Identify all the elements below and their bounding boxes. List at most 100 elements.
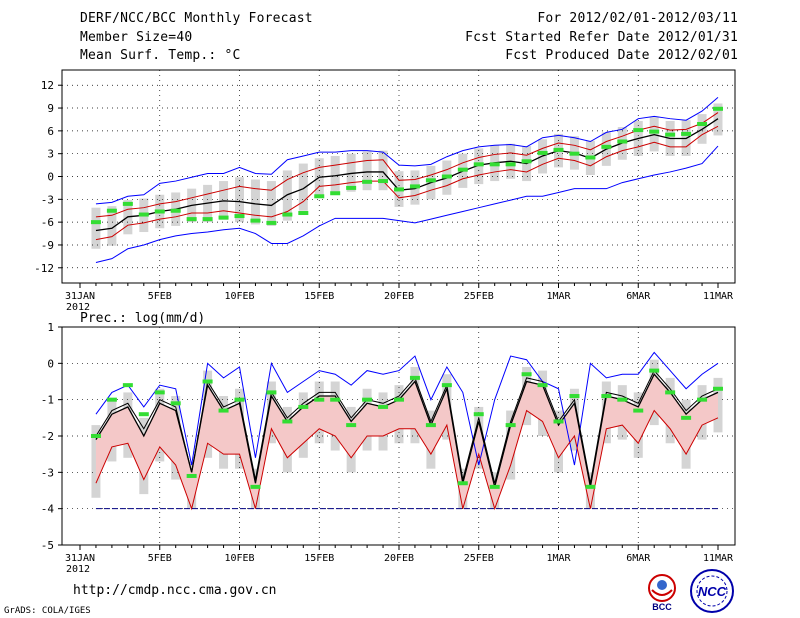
median-marker	[202, 217, 213, 222]
median-marker	[425, 178, 436, 183]
x-tick-label: 15FEB	[304, 553, 334, 564]
y-tick-label: -3	[41, 466, 54, 479]
median-marker	[218, 215, 229, 220]
median-marker	[633, 128, 644, 133]
median-marker	[90, 220, 101, 225]
series-line-ensemble-min	[95, 97, 719, 205]
x-year-label: 2012	[66, 302, 90, 313]
median-marker	[154, 209, 165, 214]
y-tick-label: 1	[47, 321, 54, 334]
median-marker	[521, 159, 532, 164]
series-line-ensemble-max	[95, 351, 719, 466]
y-tick-label: -1	[41, 394, 54, 407]
median-marker	[170, 401, 181, 406]
median-marker	[521, 372, 532, 377]
series-line--1-std	[95, 409, 719, 511]
y-tick-label: -4	[41, 503, 55, 516]
median-marker	[473, 162, 484, 167]
median-marker	[617, 139, 628, 144]
median-marker	[441, 383, 452, 388]
series-line-ensemble-mean	[95, 373, 719, 488]
x-tick-label: 11MAR	[703, 553, 734, 564]
forecast-period: For 2012/02/01-2012/03/11	[537, 11, 738, 26]
x-tick-label: 25FEB	[464, 553, 494, 564]
series-line--1-std	[95, 112, 719, 218]
median-marker	[106, 208, 117, 213]
median-marker	[250, 218, 261, 223]
median-marker	[505, 423, 516, 428]
median-marker	[266, 390, 277, 395]
median-marker	[409, 184, 420, 189]
median-marker	[154, 390, 165, 395]
footer-url[interactable]: http://cmdp.ncc.cma.gov.cn	[73, 583, 277, 598]
median-marker	[266, 220, 277, 225]
produced-date: Fcst Produced Date 2012/02/01	[505, 48, 738, 63]
series-line--1-std	[95, 125, 719, 241]
median-marker	[314, 397, 325, 402]
median-marker	[394, 397, 404, 402]
median-marker	[346, 185, 357, 190]
median-marker	[553, 147, 564, 152]
median-marker	[330, 397, 341, 402]
median-marker	[186, 217, 197, 222]
median-marker	[378, 179, 389, 184]
median-marker	[649, 368, 660, 373]
y-tick-label: 0	[47, 171, 54, 184]
median-marker	[441, 174, 452, 179]
median-marker	[697, 122, 708, 127]
spread-box	[346, 153, 356, 192]
median-marker	[234, 397, 245, 402]
spread-box	[298, 163, 308, 211]
median-marker	[425, 423, 436, 428]
median-marker	[394, 187, 404, 192]
median-marker	[505, 162, 516, 167]
y-tick-label: 3	[47, 148, 54, 161]
spread-box	[362, 151, 372, 191]
series-line-ensemble-mean	[95, 118, 719, 232]
median-marker	[713, 106, 723, 111]
median-marker	[569, 394, 580, 399]
spread-shade	[95, 374, 718, 509]
median-marker	[457, 481, 468, 486]
precip-panel-title: Prec.: log(mm/d)	[80, 311, 205, 326]
started-date: Fcst Started Refer Date 2012/01/31	[465, 30, 738, 45]
spread-box	[235, 177, 244, 223]
variable-label: Mean Surf. Temp.: °C	[80, 48, 241, 63]
spread-box	[250, 179, 260, 225]
y-tick-label: 12	[41, 79, 54, 92]
y-tick-label: 0	[47, 357, 54, 370]
median-marker	[585, 484, 596, 489]
median-marker	[473, 412, 484, 417]
series-line-ensemble-max	[95, 145, 719, 263]
y-tick-label: 9	[47, 102, 54, 115]
x-tick-label: 1MAR	[546, 291, 571, 302]
median-marker	[202, 379, 213, 384]
median-marker	[713, 386, 723, 391]
median-marker	[378, 404, 389, 409]
panel-1: -12 -9 -6 -3 0 3 6 9 12 31JAN 5FEB 10FEB 15FEB 20FEB 2…	[34, 69, 736, 313]
panel-2: Prec.: log(mm/d) -5 -4 -3 -2 -1 0 1 31JAN 5FEB 10F…	[41, 311, 736, 575]
median-marker	[234, 214, 245, 219]
spread-box	[378, 150, 388, 191]
median-marker	[457, 167, 468, 172]
y-tick-label: -6	[41, 216, 54, 229]
y-tick-label: -2	[41, 430, 54, 443]
median-marker	[697, 397, 708, 402]
x-tick-label: 6MAR	[626, 553, 651, 564]
spread-box	[91, 207, 101, 249]
median-marker	[138, 212, 149, 217]
x-year-label: 2012	[66, 564, 90, 575]
median-marker	[218, 408, 229, 413]
median-marker	[489, 484, 500, 489]
median-marker	[186, 473, 197, 478]
median-marker	[569, 151, 580, 156]
median-marker	[362, 397, 373, 402]
x-tick-label: 25FEB	[464, 291, 494, 302]
x-tick-label: 5FEB	[148, 553, 172, 564]
median-marker	[314, 194, 325, 199]
x-tick-label: 5FEB	[148, 291, 172, 302]
median-marker	[649, 129, 660, 134]
x-tick-label: 1MAR	[546, 553, 571, 564]
median-marker	[617, 397, 628, 402]
median-marker	[122, 201, 133, 206]
